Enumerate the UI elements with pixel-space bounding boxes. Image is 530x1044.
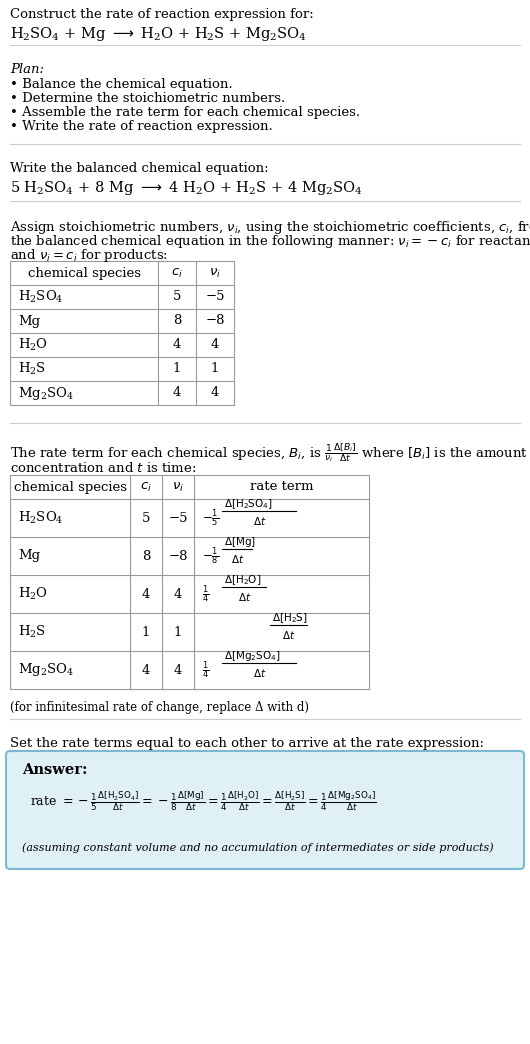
Text: (assuming constant volume and no accumulation of intermediates or side products): (assuming constant volume and no accumul…	[22, 843, 493, 853]
Text: 1: 1	[142, 625, 150, 639]
Text: $\Delta[\mathrm{H_2O}]$: $\Delta[\mathrm{H_2O}]$	[224, 573, 261, 587]
Text: $\Delta[\mathrm{H_2SO_4}]$: $\Delta[\mathrm{H_2SO_4}]$	[224, 497, 273, 511]
Text: 4: 4	[174, 664, 182, 677]
Text: 4: 4	[174, 588, 182, 600]
Text: 8: 8	[173, 314, 181, 328]
Text: $\Delta t$: $\Delta t$	[253, 667, 267, 679]
Bar	[10, 475, 369, 689]
Text: the balanced chemical equation in the following manner: $\nu_i = -c_i$ for react: the balanced chemical equation in the fo…	[10, 233, 530, 250]
Text: chemical species: chemical species	[13, 480, 127, 494]
Text: $c_i$: $c_i$	[171, 266, 183, 280]
Text: chemical species: chemical species	[28, 266, 140, 280]
Text: $\Delta t$: $\Delta t$	[253, 515, 267, 527]
Text: 4: 4	[211, 338, 219, 352]
Text: −5: −5	[168, 512, 188, 524]
Text: $\mathregular{H_2S}$: $\mathregular{H_2S}$	[18, 361, 46, 377]
Text: rate term: rate term	[250, 480, 313, 494]
Text: Mg: Mg	[18, 314, 40, 328]
Text: $\mathregular{Mg_2SO_4}$: $\mathregular{Mg_2SO_4}$	[18, 384, 74, 402]
Text: Mg: Mg	[18, 549, 40, 563]
Text: $\frac{1}{4}$: $\frac{1}{4}$	[202, 659, 209, 681]
Text: Set the rate terms equal to each other to arrive at the rate expression:: Set the rate terms equal to each other t…	[10, 737, 484, 750]
Text: $\nu_i$: $\nu_i$	[209, 266, 221, 280]
Text: $-\frac{1}{5}$: $-\frac{1}{5}$	[202, 507, 219, 529]
Text: and $\nu_i = c_i$ for products:: and $\nu_i = c_i$ for products:	[10, 247, 168, 264]
Text: Plan:: Plan:	[10, 63, 44, 76]
Text: • Assemble the rate term for each chemical species.: • Assemble the rate term for each chemic…	[10, 106, 360, 119]
Text: 5: 5	[173, 290, 181, 304]
Text: $\mathregular{Mg_2SO_4}$: $\mathregular{Mg_2SO_4}$	[18, 662, 74, 679]
Text: $\Delta[\mathrm{Mg_2SO_4}]$: $\Delta[\mathrm{Mg_2SO_4}]$	[224, 649, 281, 663]
Text: • Write the rate of reaction expression.: • Write the rate of reaction expression.	[10, 120, 273, 133]
Text: rate $= -\frac{1}{5}\frac{\Delta[\mathrm{H_2SO_4}]}{\Delta t} = -\frac{1}{8}\fra: rate $= -\frac{1}{5}\frac{\Delta[\mathrm…	[30, 790, 377, 813]
Text: $\Delta t$: $\Delta t$	[282, 628, 296, 641]
Text: $\Delta[\mathrm{H_2S}]$: $\Delta[\mathrm{H_2S}]$	[271, 611, 307, 625]
Text: 8: 8	[142, 549, 150, 563]
Text: 5: 5	[142, 512, 150, 524]
Text: $\mathregular{H_2S}$: $\mathregular{H_2S}$	[18, 624, 46, 640]
Text: The rate term for each chemical species, $B_i$, is $\frac{1}{\nu_i}\frac{\Delta[: The rate term for each chemical species,…	[10, 441, 528, 464]
Text: (for infinitesimal rate of change, replace Δ with d): (for infinitesimal rate of change, repla…	[10, 701, 309, 714]
Text: 5 $\mathregular{H_2SO_4}$ + 8 Mg $\longrightarrow$ 4 $\mathregular{H_2O}$ + $\ma: 5 $\mathregular{H_2SO_4}$ + 8 Mg $\longr…	[10, 179, 363, 197]
Text: concentration and $t$ is time:: concentration and $t$ is time:	[10, 461, 197, 475]
Text: 4: 4	[142, 664, 150, 677]
Text: 1: 1	[173, 362, 181, 376]
Text: $\Delta t$: $\Delta t$	[238, 591, 252, 603]
Text: 1: 1	[211, 362, 219, 376]
Text: 4: 4	[173, 338, 181, 352]
Text: $\mathregular{H_2O}$: $\mathregular{H_2O}$	[18, 337, 48, 353]
Text: $\frac{1}{4}$: $\frac{1}{4}$	[202, 584, 209, 604]
Text: Construct the rate of reaction expression for:: Construct the rate of reaction expressio…	[10, 8, 314, 21]
Text: Answer:: Answer:	[22, 763, 87, 777]
Text: 4: 4	[173, 386, 181, 400]
Text: $\mathregular{H_2SO_4}$ + Mg $\longrightarrow$ $\mathregular{H_2O}$ + $\mathregu: $\mathregular{H_2SO_4}$ + Mg $\longright…	[10, 25, 307, 43]
Text: $\mathregular{H_2O}$: $\mathregular{H_2O}$	[18, 586, 48, 602]
Text: −8: −8	[168, 549, 188, 563]
Text: • Balance the chemical equation.: • Balance the chemical equation.	[10, 78, 233, 91]
Text: • Determine the stoichiometric numbers.: • Determine the stoichiometric numbers.	[10, 92, 285, 105]
Text: −5: −5	[205, 290, 225, 304]
Text: −8: −8	[205, 314, 225, 328]
Text: $-\frac{1}{8}$: $-\frac{1}{8}$	[202, 545, 219, 567]
Bar	[10, 261, 234, 405]
Text: $c_i$: $c_i$	[140, 480, 152, 494]
Text: 4: 4	[211, 386, 219, 400]
Text: $\mathregular{H_2SO_4}$: $\mathregular{H_2SO_4}$	[18, 289, 64, 305]
Text: 1: 1	[174, 625, 182, 639]
Text: $\mathregular{H_2SO_4}$: $\mathregular{H_2SO_4}$	[18, 509, 64, 526]
Text: $\Delta t$: $\Delta t$	[231, 553, 245, 565]
Text: $\Delta[\mathrm{Mg}]$: $\Delta[\mathrm{Mg}]$	[224, 535, 256, 549]
Text: Write the balanced chemical equation:: Write the balanced chemical equation:	[10, 162, 269, 175]
Text: $\nu_i$: $\nu_i$	[172, 480, 184, 494]
Text: 4: 4	[142, 588, 150, 600]
Text: Assign stoichiometric numbers, $\nu_i$, using the stoichiometric coefficients, $: Assign stoichiometric numbers, $\nu_i$, …	[10, 219, 530, 236]
FancyBboxPatch shape	[6, 751, 524, 869]
